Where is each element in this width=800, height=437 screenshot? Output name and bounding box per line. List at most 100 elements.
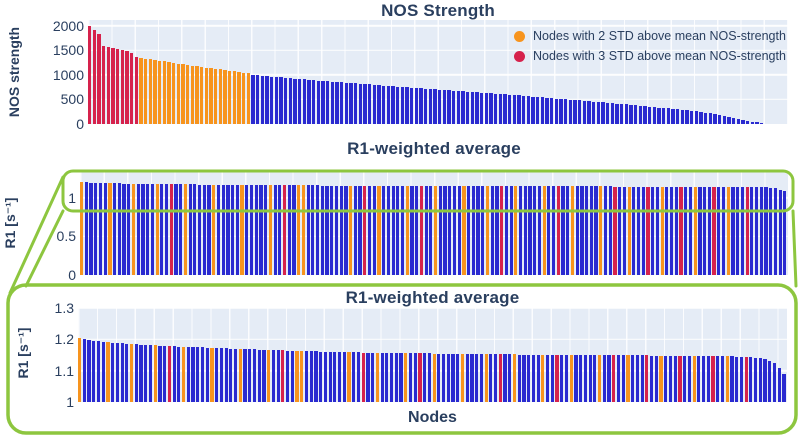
- bar: [295, 350, 299, 402]
- bar: [231, 184, 235, 275]
- bar: [366, 352, 370, 402]
- bar: [632, 186, 636, 275]
- bar: [287, 185, 291, 275]
- bar: [330, 185, 334, 275]
- bar: [323, 351, 327, 402]
- bar: [334, 185, 339, 275]
- bar: [106, 47, 110, 124]
- r1-full-title: R1-weighted average: [347, 139, 521, 158]
- bar: [371, 352, 375, 402]
- bar: [665, 186, 669, 275]
- bar: [125, 343, 129, 402]
- bar: [432, 353, 436, 402]
- bar: [467, 186, 471, 275]
- bar: [293, 78, 297, 124]
- bar: [181, 64, 185, 124]
- bar: [592, 101, 596, 124]
- r1-zoom-bar-chart: [78, 307, 787, 402]
- legend: Nodes with 2 STD above mean NOS-strength…: [514, 29, 786, 69]
- bar: [316, 185, 320, 275]
- bar: [335, 82, 339, 124]
- bar: [339, 185, 343, 275]
- bar: [290, 350, 294, 402]
- bar: [386, 85, 390, 124]
- bar: [183, 184, 188, 275]
- bar: [679, 186, 683, 275]
- bar: [494, 93, 498, 124]
- bar: [229, 348, 233, 402]
- bar: [377, 85, 381, 124]
- bar: [330, 81, 334, 124]
- legend-item: Nodes with 2 STD above mean NOS-strength: [514, 29, 786, 43]
- bar: [418, 353, 422, 402]
- bar: [574, 355, 578, 402]
- bar: [461, 91, 465, 124]
- bar: [438, 89, 442, 124]
- bar: [503, 354, 507, 402]
- bar: [356, 352, 361, 402]
- legend-dot-icon: [514, 50, 525, 62]
- bar: [139, 58, 143, 124]
- bar: [722, 115, 726, 124]
- bar: [542, 186, 546, 275]
- bar: [130, 344, 134, 402]
- bar: [618, 186, 622, 275]
- bar: [176, 63, 180, 124]
- bar: [190, 65, 194, 124]
- bar: [741, 120, 745, 124]
- bar: [314, 351, 318, 402]
- bar: [727, 116, 731, 124]
- bar: [259, 185, 263, 275]
- bar: [148, 345, 153, 402]
- bar: [531, 96, 535, 124]
- bar: [319, 351, 323, 402]
- bar: [476, 186, 480, 275]
- bar: [120, 49, 124, 124]
- callout-line-right: [791, 209, 798, 288]
- bar: [279, 77, 283, 124]
- bar: [717, 186, 721, 275]
- bar: [337, 351, 342, 402]
- bar: [575, 186, 579, 275]
- bar: [552, 186, 556, 275]
- bar: [172, 346, 176, 402]
- bar: [522, 95, 526, 124]
- bar: [148, 59, 152, 124]
- bar: [783, 191, 787, 275]
- bar: [116, 48, 120, 124]
- bar: [413, 353, 417, 402]
- bar: [396, 185, 400, 275]
- bar: [578, 100, 582, 124]
- bar: [207, 184, 211, 275]
- bar: [498, 354, 502, 402]
- bar: [613, 186, 617, 275]
- bar: [522, 354, 526, 402]
- bar: [536, 354, 540, 402]
- bar: [267, 350, 271, 402]
- bar: [707, 186, 711, 275]
- bar: [238, 349, 242, 402]
- bar: [385, 352, 389, 402]
- bar: [158, 60, 162, 124]
- bar: [200, 66, 204, 124]
- bar: [763, 359, 767, 402]
- bar: [569, 355, 573, 402]
- bar: [769, 123, 772, 124]
- bar: [198, 184, 202, 275]
- y-tick-label: 0.5: [56, 228, 76, 245]
- bar: [615, 103, 619, 124]
- bar: [209, 68, 213, 124]
- bar: [643, 106, 647, 124]
- bar: [662, 107, 666, 124]
- bar: [108, 183, 112, 275]
- bar: [368, 84, 372, 124]
- bar: [349, 185, 353, 275]
- bar: [306, 185, 310, 275]
- r1-zoom-y-axis-label: R1 [s⁻¹]: [15, 327, 31, 379]
- bar: [495, 186, 499, 275]
- bar: [226, 184, 230, 275]
- bar: [588, 355, 592, 402]
- bar: [755, 122, 759, 124]
- bar: [680, 109, 684, 124]
- bar: [579, 355, 583, 402]
